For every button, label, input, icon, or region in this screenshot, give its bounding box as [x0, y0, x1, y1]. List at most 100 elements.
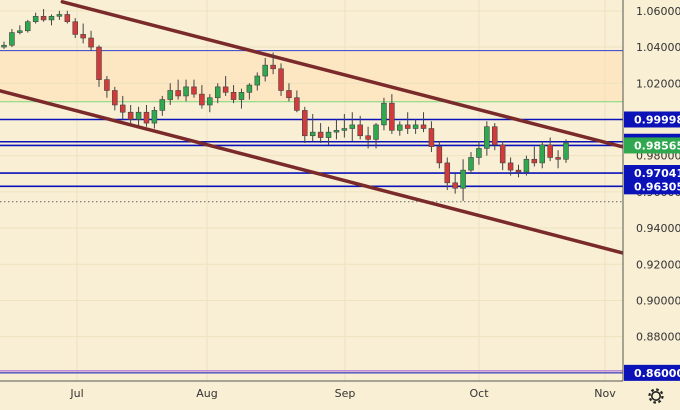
- current-price-label: 0.98565: [624, 137, 680, 154]
- candle: [32, 12, 39, 24]
- candle-body-up: [333, 130, 340, 133]
- candle-body-down: [270, 64, 276, 70]
- candle: [436, 141, 443, 169]
- candle-body-up: [539, 144, 546, 164]
- candle-body-down: [230, 92, 237, 100]
- candle: [309, 114, 316, 142]
- candle-body-up: [309, 131, 316, 137]
- candle-body-down: [40, 15, 47, 21]
- candle-body-up: [397, 124, 403, 131]
- candles: [1, 9, 569, 201]
- price-tick-label: 0.88000: [636, 331, 680, 344]
- candle: [278, 63, 284, 96]
- candle: [539, 141, 546, 169]
- candle-body-down: [191, 86, 197, 95]
- candle-body-up: [262, 64, 268, 77]
- candle-body-down: [199, 93, 205, 106]
- candle: [167, 83, 173, 105]
- candle-body-up: [32, 15, 39, 23]
- candle-body-up: [9, 32, 15, 46]
- candle: [183, 79, 189, 102]
- time-axis-background: [0, 381, 680, 410]
- candle: [135, 106, 142, 127]
- candle-body-down: [278, 68, 284, 91]
- candle-body-up: [349, 124, 356, 129]
- candle: [484, 121, 490, 156]
- candle: [563, 139, 569, 163]
- price-label-text: 0.86000: [634, 367, 680, 380]
- candle-body-up: [183, 86, 189, 97]
- candle-body-up: [373, 124, 379, 140]
- time-tick-label: Aug: [196, 387, 217, 400]
- trendline-1: [0, 89, 625, 255]
- candle: [397, 121, 403, 136]
- candle: [191, 79, 197, 98]
- candle: [412, 119, 419, 134]
- level-price-label: 0.97041: [624, 165, 680, 182]
- candle: [420, 112, 427, 133]
- candle: [119, 95, 126, 120]
- candle: [56, 10, 63, 20]
- candle-body-up: [151, 110, 158, 124]
- candle-body-up: [48, 15, 55, 21]
- candle: [507, 157, 514, 176]
- price-label-box: [624, 364, 680, 381]
- price-tick-label: 0.90000: [636, 294, 680, 307]
- candle: [151, 106, 158, 129]
- candle: [357, 115, 363, 140]
- candle-body-down: [104, 79, 110, 91]
- candle-body-down: [175, 90, 181, 97]
- candle: [238, 88, 245, 109]
- candle-body-down: [404, 124, 411, 129]
- candle-body-down: [507, 162, 514, 171]
- candle: [262, 57, 268, 82]
- candle: [325, 126, 332, 145]
- candle-body-down: [96, 46, 102, 80]
- level-price-label: 0.99998: [624, 111, 680, 128]
- candle: [317, 123, 324, 143]
- candle: [80, 23, 86, 44]
- time-axis-ticks: Jul Aug Sep Oct Nov: [69, 387, 616, 400]
- candle-body-down: [531, 158, 538, 164]
- candle-body-down: [428, 128, 435, 147]
- candle: [24, 19, 31, 33]
- candle-body-down: [80, 34, 86, 39]
- candle: [515, 164, 522, 178]
- candle: [333, 119, 340, 140]
- settings-gear-icon[interactable]: [648, 388, 664, 404]
- candle: [222, 76, 229, 96]
- candle: [452, 173, 458, 194]
- candle-body-up: [246, 84, 253, 93]
- price-label-text: 0.98565: [634, 139, 680, 152]
- candle-body-down: [492, 126, 498, 146]
- candle-body-down: [420, 124, 427, 129]
- price-label-box: [624, 137, 680, 154]
- candle-body-up: [523, 158, 530, 173]
- candle: [373, 123, 379, 149]
- candle: [302, 106, 308, 143]
- candle: [88, 30, 94, 51]
- candle-body-up: [214, 86, 221, 99]
- trendline-0: [60, 0, 625, 149]
- candle: [96, 45, 102, 87]
- candle: [72, 18, 78, 39]
- candle-body-up: [484, 126, 490, 149]
- time-tick-label: Oct: [469, 387, 489, 400]
- candle: [40, 9, 47, 22]
- candle-body-down: [143, 111, 150, 124]
- candle-body-down: [547, 144, 553, 158]
- price-tick-label: 1.02000: [636, 77, 680, 90]
- candle-body-down: [119, 104, 126, 113]
- price-axis-background: [623, 0, 680, 410]
- candle: [214, 83, 221, 104]
- candle: [389, 94, 395, 134]
- candle-body-down: [389, 102, 395, 131]
- candle: [381, 97, 387, 131]
- candle: [48, 14, 55, 26]
- candle-body-up: [135, 111, 142, 120]
- candle-body-up: [1, 44, 7, 48]
- price-level-labels: 0.999980.987690.985650.970410.963050.860…: [624, 111, 680, 381]
- candle-body-down: [64, 14, 71, 23]
- candle-body-down: [444, 162, 451, 184]
- trendlines: [0, 0, 625, 255]
